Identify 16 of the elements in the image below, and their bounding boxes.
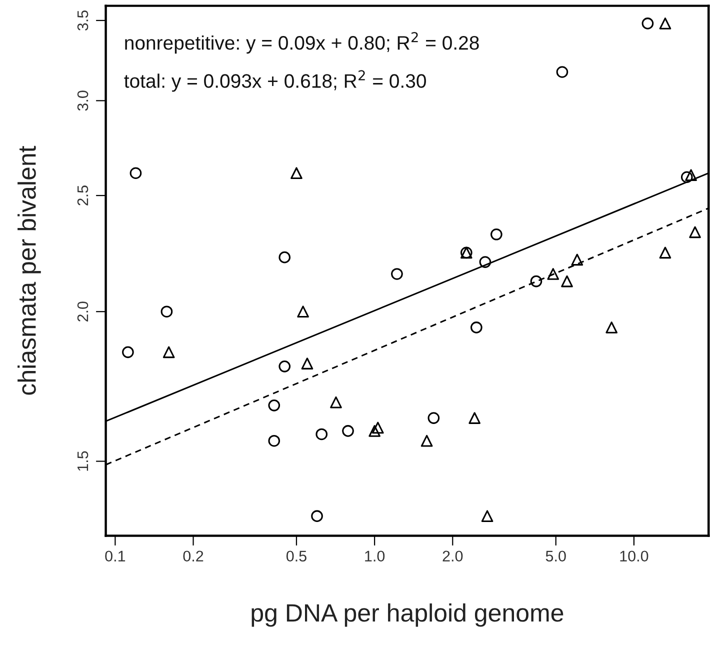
y-tick-label: 3.0 [77,90,88,111]
y-tick-label: 2.5 [77,186,88,206]
y-tick-label: 2.0 [77,302,88,322]
x-tick-label: 0.5 [286,550,306,562]
x-tick-label: 0.2 [183,550,204,562]
y-axis-title: chiasmata per bivalent [18,146,41,395]
x-tick-label: 5.0 [546,550,566,562]
annotation: total: y = 0.093x + 0.618; R$^{2}$ = 0.30 [124,70,426,92]
x-tick-label: 0.1 [105,550,126,562]
x-axis-title: pg DNA per haploid genome [252,603,564,627]
x-tick-label: 2.0 [442,550,463,562]
y-tick-label: 1.5 [78,451,88,471]
x-tick-label: 10.0 [620,550,648,562]
x-tick-label: 1.0 [365,550,385,562]
y-tick-label: 3.5 [77,10,88,31]
annotation: nonrepetitive: y = 0.09x + 0.80; R$^{2}$ = 0.28 [125,32,479,54]
